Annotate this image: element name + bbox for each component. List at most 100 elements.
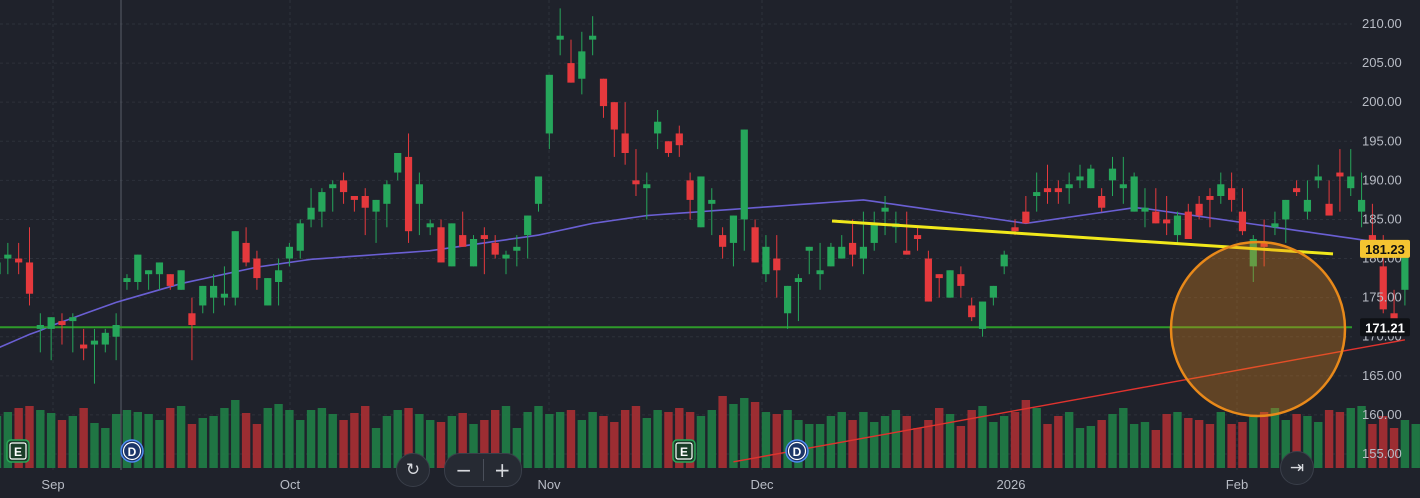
volume-bar xyxy=(328,414,337,468)
volume-bar xyxy=(252,424,262,468)
dividend-marker: D xyxy=(785,439,809,463)
candle-body xyxy=(1043,188,1052,193)
y-tick-label: 205.00 xyxy=(1362,55,1402,70)
candle-body xyxy=(632,180,640,185)
zoom-out-button[interactable]: − xyxy=(455,458,473,482)
volume-bar xyxy=(989,422,998,468)
volume-bar xyxy=(577,420,587,468)
candle-body xyxy=(578,51,586,79)
candle-body xyxy=(935,274,943,279)
volume-bar xyxy=(415,414,424,468)
candle-body xyxy=(253,258,261,279)
candle-body xyxy=(437,227,445,263)
candle-body xyxy=(621,133,629,153)
dividend-badge-bg xyxy=(785,439,809,463)
volume-bar xyxy=(241,413,251,468)
volume-bar xyxy=(999,416,1009,468)
volume-bar xyxy=(978,406,987,468)
volume-bar xyxy=(57,420,67,468)
x-tick-label: Sep xyxy=(41,477,64,492)
volume-bar xyxy=(599,416,608,468)
candle-body xyxy=(285,246,294,259)
volume-bar xyxy=(1097,420,1106,468)
event-marker-label: D xyxy=(128,445,137,459)
volume-bar xyxy=(610,422,619,468)
y-tick-label: 175.00 xyxy=(1362,290,1402,305)
candle-body xyxy=(848,242,857,255)
candle-body xyxy=(1087,168,1095,189)
volume-bar xyxy=(1064,412,1074,468)
x-tick-label: Feb xyxy=(1226,477,1248,492)
volume-bar xyxy=(891,410,901,468)
volume-bar xyxy=(729,404,738,468)
candle-body xyxy=(1336,172,1344,177)
zoom-in-button[interactable]: + xyxy=(493,458,511,482)
candle-body xyxy=(134,254,142,282)
candle-body xyxy=(80,344,88,349)
volume-bar xyxy=(772,414,781,468)
candle-body xyxy=(1033,192,1041,196)
candle-body xyxy=(1271,223,1279,228)
candle-body xyxy=(794,278,803,282)
candle-body xyxy=(1152,211,1160,224)
candle-body xyxy=(1163,219,1171,224)
candle-body xyxy=(339,180,348,193)
volume-bar xyxy=(523,412,532,468)
candle-body xyxy=(199,285,207,306)
volume-bar xyxy=(1162,414,1171,468)
volume-bar xyxy=(1205,424,1215,468)
volume-bar xyxy=(837,412,846,468)
volume-bar xyxy=(1173,412,1182,468)
volume-bar xyxy=(1303,416,1312,468)
candle-body xyxy=(1260,242,1268,247)
volume-bar xyxy=(0,416,2,468)
volume-bar xyxy=(696,416,706,468)
volume-bar xyxy=(664,412,673,468)
volume-bar xyxy=(90,423,99,468)
x-tick-label: 2026 xyxy=(997,477,1026,492)
candle-body xyxy=(145,270,153,275)
candle-body xyxy=(773,258,781,271)
candle-body xyxy=(242,242,250,263)
volume-bar xyxy=(209,416,218,468)
volume-bar xyxy=(306,410,316,468)
volume-bar xyxy=(848,420,857,468)
candle-body xyxy=(231,231,239,298)
y-tick-label: 210.00 xyxy=(1362,16,1402,31)
candle-body xyxy=(870,223,878,243)
volume-bar xyxy=(133,412,142,468)
volume-bar xyxy=(111,414,121,468)
last-price-label: 181.23 xyxy=(1365,242,1405,257)
volume-bar xyxy=(913,428,922,468)
candle-body xyxy=(838,246,846,259)
volume-bar xyxy=(653,410,662,468)
candle-body xyxy=(783,285,792,314)
candle-body xyxy=(675,133,683,146)
line-price-label: 171.21 xyxy=(1365,320,1405,335)
scroll-to-end-icon: ⇥ xyxy=(1289,458,1305,478)
candle-body xyxy=(556,35,564,40)
volume-bar xyxy=(1335,412,1345,468)
scroll-to-latest-button[interactable]: ⇥ xyxy=(1280,451,1314,485)
volume-bar xyxy=(555,412,565,468)
volume-bar xyxy=(956,426,966,468)
candle-body xyxy=(69,317,77,322)
volume-bar xyxy=(101,428,110,468)
y-tick-label: 195.00 xyxy=(1362,133,1402,148)
last-price-tag xyxy=(1360,239,1410,258)
volume-bar xyxy=(1043,424,1052,468)
y-tick-label: 165.00 xyxy=(1362,368,1402,383)
dividend-badge-bg xyxy=(120,439,144,463)
volume-bar xyxy=(296,420,305,468)
volume-bar xyxy=(187,424,197,468)
volume-bar xyxy=(1389,428,1399,468)
volume-bar xyxy=(1184,418,1193,468)
x-tick-label: Oct xyxy=(280,477,301,492)
candle-body xyxy=(36,325,44,329)
volume-bar xyxy=(458,413,467,468)
candle-body xyxy=(1173,215,1182,236)
reset-chart-button[interactable]: ↻ xyxy=(396,453,430,487)
candle-body xyxy=(459,235,467,247)
volume-bar xyxy=(166,408,175,468)
